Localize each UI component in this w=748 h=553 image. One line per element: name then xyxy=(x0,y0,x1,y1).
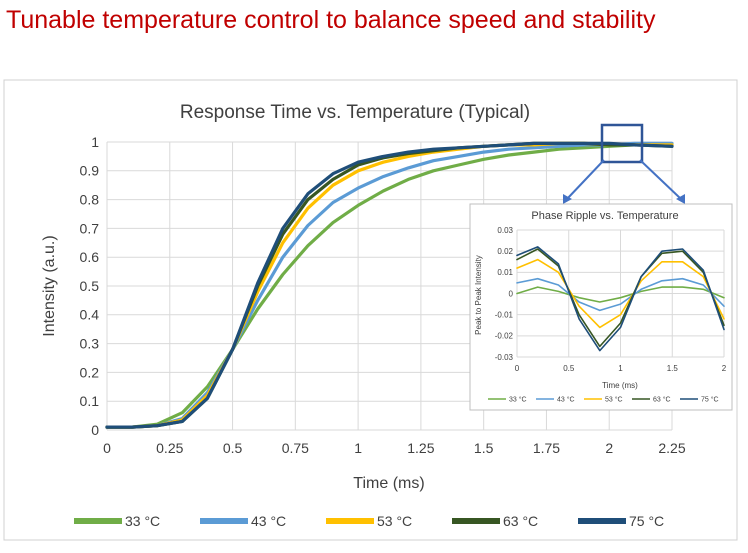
main-x-tick-label: 0.25 xyxy=(156,440,183,456)
main-y-tick-label: 0.5 xyxy=(80,278,100,294)
main-x-tick-label: 1.25 xyxy=(407,440,434,456)
main-x-tick-label: 1.5 xyxy=(474,440,494,456)
main-legend-label-43-C: 43 °C xyxy=(251,513,286,529)
main-y-tick-label: 0.3 xyxy=(80,336,100,352)
inset-legend-label-75-C: 75 °C xyxy=(701,395,719,403)
main-y-tick-labels: 0 0.1 0.2 0.3 0.4 0.5 0.6 0.7 0.8 0.9 1 xyxy=(80,134,100,438)
inset-y-tick-label: 0.03 xyxy=(497,226,513,235)
inset-series-group xyxy=(516,246,725,352)
inset-frame xyxy=(469,203,733,411)
main-legend-label-63-C: 63 °C xyxy=(503,513,538,529)
inset-y-tick-labels: -0.03 -0.02 -0.01 0 0.01 0.02 0.03 xyxy=(495,226,514,362)
main-y-tick-label: 0.7 xyxy=(80,220,100,236)
inset-y-tick-label: 0.02 xyxy=(497,247,513,256)
inset-y-tick-label: -0.03 xyxy=(495,353,514,362)
inset-series-53-C xyxy=(516,258,725,329)
main-series-75-C xyxy=(105,141,674,429)
main-x-tick-label: 0.5 xyxy=(223,440,243,456)
main-y-tick-label: 1 xyxy=(91,134,99,150)
inset-series-75-C xyxy=(516,246,725,352)
main-legend: 33 °C 43 °C 53 °C 63 °C 75 °C xyxy=(74,513,664,529)
inset-x-tick-label: 0 xyxy=(515,364,520,373)
main-series-group xyxy=(105,141,674,429)
main-legend-label-33-C: 33 °C xyxy=(125,513,160,529)
main-x-tick-label: 1 xyxy=(354,440,362,456)
main-y-tick-label: 0 xyxy=(91,422,99,438)
slide-title: Tunable temperature control to balance s… xyxy=(6,6,656,34)
zoom-highlight-box xyxy=(600,123,644,164)
inset-series-33-C xyxy=(516,286,725,303)
main-series-33-C xyxy=(105,143,674,429)
main-y-tick-label: 0.1 xyxy=(80,393,100,409)
main-y-tick-label: 0.9 xyxy=(80,163,100,179)
callout-arrowhead-left xyxy=(563,194,572,204)
inset-legend-label-43-C: 43 °C xyxy=(557,395,575,403)
inset-title: Phase Ripple vs. Temperature xyxy=(531,210,678,222)
inset-x-tick-label: 1 xyxy=(618,364,623,373)
callout-arrow-left xyxy=(566,159,605,200)
main-x-tick-label: 1.75 xyxy=(533,440,560,456)
main-x-tick-label: 2.25 xyxy=(658,440,685,456)
inset-y-tick-label: -0.02 xyxy=(495,332,514,341)
inset-legend: 33 °C 43 °C 53 °C 63 °C 75 °C xyxy=(488,395,719,403)
inset-legend-label-33-C: 33 °C xyxy=(509,395,527,403)
inset-legend-label-63-C: 63 °C xyxy=(653,395,671,403)
inset-series-63-C xyxy=(516,248,725,348)
inset-y-axis-label: Peak to Peak Intensity xyxy=(474,255,483,335)
main-legend-label-75-C: 75 °C xyxy=(629,513,664,529)
inset-y-tick-label: 0.01 xyxy=(497,268,513,277)
callout-arrow-right xyxy=(639,159,682,200)
main-legend-label-53-C: 53 °C xyxy=(377,513,412,529)
inset-x-tick-label: 1.5 xyxy=(667,364,679,373)
inset-y-tick-label: 0 xyxy=(509,289,514,298)
main-series-43-C xyxy=(105,141,674,429)
inset-series-43-C xyxy=(516,277,725,312)
main-y-tick-label: 0.2 xyxy=(80,364,100,380)
inset-x-tick-labels: 0 0.5 1 1.5 2 xyxy=(515,364,727,373)
main-y-tick-label: 0.4 xyxy=(80,307,100,323)
x-axis-label: Time (ms) xyxy=(353,475,424,492)
main-x-tick-labels: 0 0.25 0.5 0.75 1 1.25 1.5 1.75 2 2.25 xyxy=(103,440,686,456)
chart-title: Response Time vs. Temperature (Typical) xyxy=(180,102,530,123)
main-y-tick-label: 0.6 xyxy=(80,249,100,265)
callout-arrowhead-right xyxy=(676,194,685,204)
inset-x-axis-label: Time (ms) xyxy=(602,381,638,390)
main-y-tick-label: 0.8 xyxy=(80,192,100,208)
inset-x-tick-label: 0.5 xyxy=(563,364,575,373)
inset-y-tick-label: -0.01 xyxy=(495,310,514,319)
inset-legend-label-53-C: 53 °C xyxy=(605,395,623,403)
y-axis-label: Intensity (a.u.) xyxy=(41,235,58,336)
inset-x-tick-label: 2 xyxy=(722,364,727,373)
main-x-tick-label: 0 xyxy=(103,440,111,456)
main-x-tick-label: 2 xyxy=(605,440,613,456)
main-x-tick-label: 0.75 xyxy=(282,440,309,456)
